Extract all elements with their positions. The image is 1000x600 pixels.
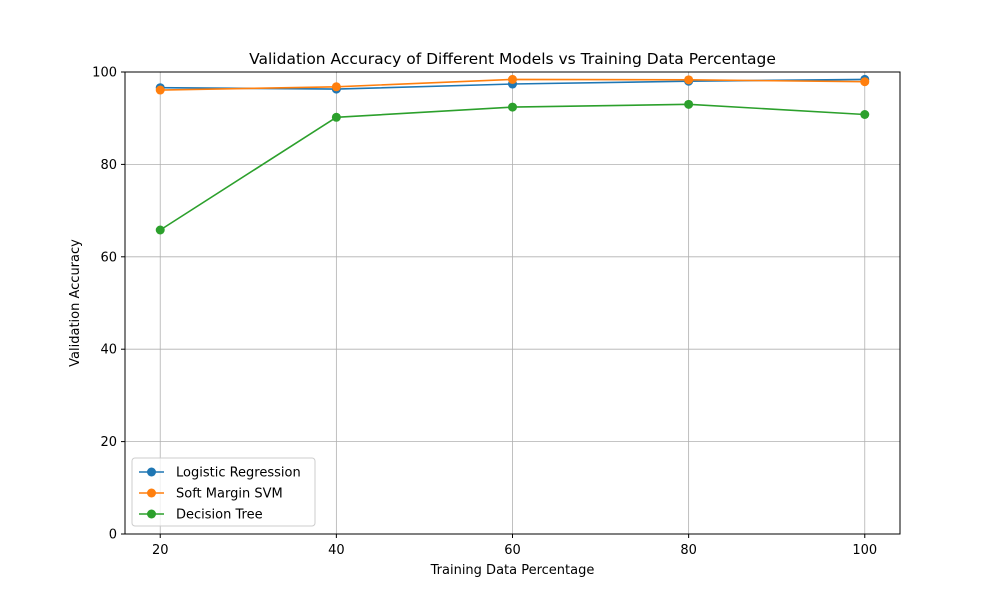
x-tick-label: 80 [680,543,697,558]
decision-tree-point [508,102,517,112]
y-tick-label: 80 [100,158,117,173]
y-tick-label: 0 [109,528,117,543]
soft-margin-svm-point [508,74,517,84]
legend-label-decision-tree: Decision Tree [176,508,263,523]
legend-marker-decision-tree [147,509,156,519]
y-tick-label: 60 [100,250,117,265]
decision-tree-point [155,225,165,235]
x-axis-title: Training Data Percentage [430,563,595,578]
soft-margin-svm-point [331,82,341,92]
y-tick-label: 40 [100,343,117,358]
legend-label-soft-margin-svm: Soft Margin SVM [176,487,283,502]
legend: Logistic Regression Soft Margin SVM Decisi… [131,457,316,527]
legend-box [131,457,316,527]
soft-margin-svm-point [684,75,694,85]
axis-ticks: 20 40 60 80 100 0 20 40 60 80 100 [92,66,877,559]
y-tick-label: 20 [100,435,117,450]
x-tick-label: 40 [328,543,345,558]
y-axis-title: Validation Accuracy [68,239,83,367]
decision-tree-point [684,99,694,109]
decision-tree-point [860,110,870,120]
decision-tree-point [331,112,341,122]
soft-margin-svm-point [155,85,165,95]
soft-margin-svm-point [860,77,870,87]
legend-label-logistic-regression: Logistic Regression [176,466,301,481]
legend-marker-soft-margin-svm [147,488,156,498]
chart-title: Validation Accuracy of Different Models … [249,50,776,68]
legend-items: Logistic Regression Soft Margin SVM Decisi… [139,466,301,523]
legend-marker-logistic-regression [147,467,156,477]
x-tick-label: 60 [504,543,521,558]
y-tick-label: 100 [92,66,117,81]
series-lines [155,74,870,235]
x-tick-label: 100 [852,543,877,558]
x-tick-label: 20 [152,543,169,558]
